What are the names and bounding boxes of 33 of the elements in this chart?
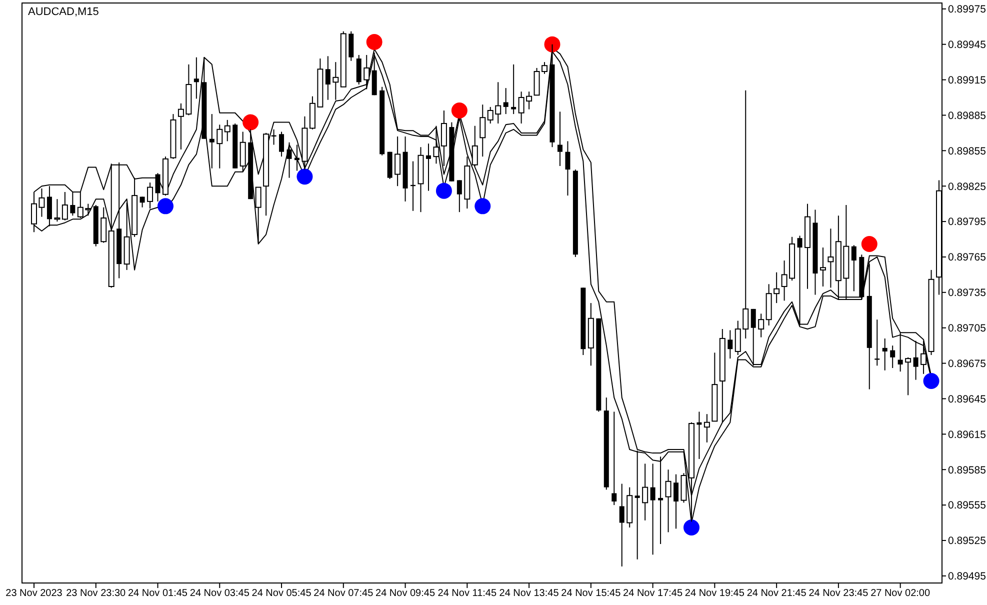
x-tick-label: 24 Nov 05:45: [252, 588, 312, 599]
x-tick-label: 24 Nov 09:45: [376, 588, 436, 599]
y-tick-label: 0.89795: [948, 216, 986, 228]
x-tick-label: 24 Nov 11:45: [438, 588, 497, 599]
y-tick-label: 0.89765: [948, 252, 986, 264]
x-tick-label: 24 Nov 07:45: [314, 588, 374, 599]
x-tick-label: 24 Nov 23:45: [808, 588, 869, 599]
y-tick-label: 0.89675: [948, 358, 986, 370]
y-tick-label: 0.89615: [948, 428, 986, 441]
y-tick-label: 0.89705: [948, 322, 986, 335]
y-tick-label: 0.89555: [948, 500, 986, 512]
x-tick-label: 24 Nov 01:45: [128, 588, 188, 599]
y-tick-label: 0.89495: [948, 570, 986, 583]
x-tick-label: 24 Nov 03:45: [190, 588, 250, 599]
y-tick-label: 0.89525: [948, 535, 986, 548]
y-tick-label: 0.89645: [948, 393, 986, 406]
y-tick-label: 0.89855: [948, 145, 986, 158]
y-tick-label: 0.89975: [948, 4, 986, 16]
x-tick-label: 27 Nov 02:00: [870, 588, 930, 599]
y-tick-label: 0.89825: [948, 180, 986, 193]
x-tick-label: 23 Nov 23:30: [66, 588, 126, 599]
chart-title: AUDCAD,M15: [28, 6, 99, 18]
y-tick-label: 0.89915: [948, 74, 986, 86]
y-tick-label: 0.89885: [948, 110, 986, 122]
x-tick-label: 24 Nov 21:45: [746, 588, 807, 599]
x-tick-label: 24 Nov 13:45: [499, 588, 560, 599]
x-tick-label: 23 Nov 2023: [6, 588, 63, 599]
x-tick-label: 24 Nov 17:45: [623, 588, 683, 599]
y-tick-label: 0.89735: [948, 287, 986, 300]
y-tick-label: 0.89945: [948, 39, 986, 52]
x-tick-label: 24 Nov 15:45: [561, 588, 622, 599]
x-tick-label: 24 Nov 19:45: [684, 588, 745, 599]
y-tick-label: 0.89585: [948, 464, 986, 476]
